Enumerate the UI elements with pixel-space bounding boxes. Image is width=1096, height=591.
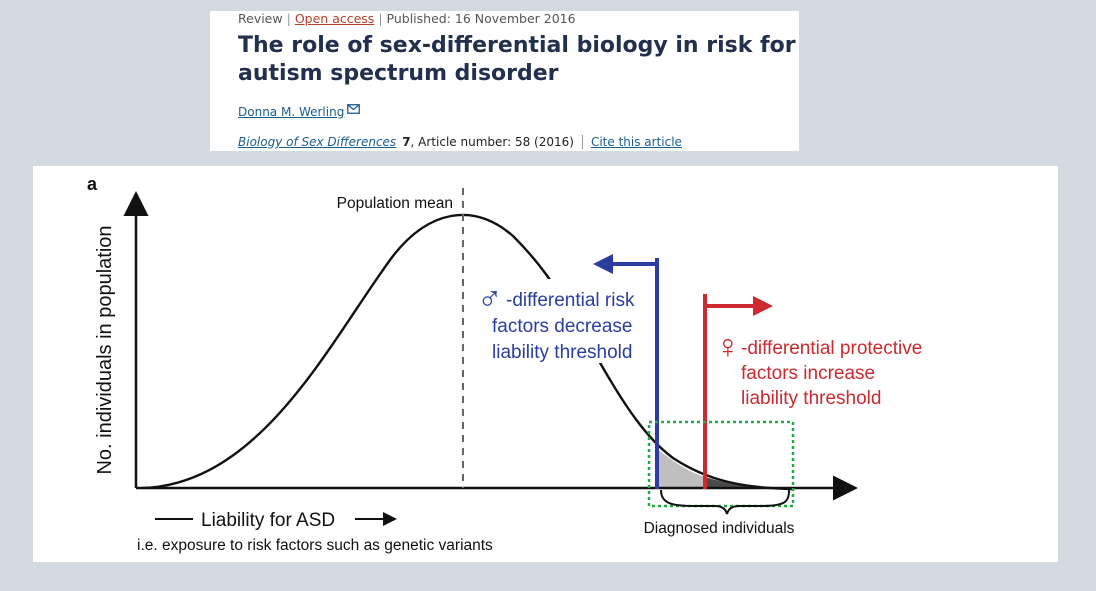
xlabel-arrow-head: [383, 512, 397, 526]
x-axis-label: Liability for ASD: [201, 510, 335, 531]
citation-line: Biology of Sex Differences 7, Article num…: [238, 135, 682, 149]
article-header: Review | Open access | Published: 16 Novembe…: [210, 11, 799, 151]
liability-figure: a Population mean No. individuals in pop…: [33, 166, 1058, 562]
female-text-line-2: factors increase: [741, 363, 875, 384]
article-meta: Review | Open access | Published: 16 Novembe…: [238, 11, 576, 26]
female-text-line-3: liability threshold: [741, 388, 881, 409]
male-text-line-1: -differential risk: [506, 290, 635, 311]
x-axis-sublabel: i.e. exposure to risk factors such as ge…: [137, 537, 493, 554]
female-text-line-1: -differential protective: [741, 338, 922, 359]
female-diagnosed-area: [705, 477, 778, 489]
cite-this-article-link[interactable]: Cite this article: [590, 135, 682, 149]
volume: 7: [402, 135, 411, 149]
article-title: The role of sex-differential biology in …: [238, 33, 796, 86]
male-arrow-head: [593, 254, 613, 274]
article-type: Review: [238, 11, 283, 26]
journal-link[interactable]: Biology of Sex Differences: [238, 135, 397, 149]
y-axis-label: No. individuals in population: [94, 225, 116, 474]
author-link[interactable]: Donna M. Werling: [238, 103, 361, 119]
male-text-line-2: factors decrease: [492, 316, 632, 337]
male-text-line-3: liability threshold: [492, 342, 632, 363]
divider: [581, 135, 583, 149]
open-access-link[interactable]: Open access: [294, 11, 375, 26]
male-symbol: ♂: [477, 280, 503, 318]
diagnosed-brace: [660, 489, 790, 515]
figure-svg: a Population mean No. individuals in pop…: [87, 174, 922, 554]
distribution-curve: [142, 213, 794, 491]
author-name[interactable]: Donna M. Werling: [238, 105, 345, 119]
article-number: , Article number: 58 (2016): [410, 135, 574, 149]
population-mean-label: Population mean: [337, 195, 453, 212]
female-symbol: ♀: [715, 328, 741, 366]
female-arrow-head: [753, 296, 773, 316]
diagnosed-label: Diagnosed individuals: [644, 520, 795, 537]
panel-label: a: [87, 174, 98, 194]
mail-icon[interactable]: [347, 103, 361, 117]
male-text-bg: [479, 279, 649, 363]
published-date: Published: 16 November 2016: [386, 11, 576, 26]
male-diagnosed-area: [657, 449, 705, 489]
